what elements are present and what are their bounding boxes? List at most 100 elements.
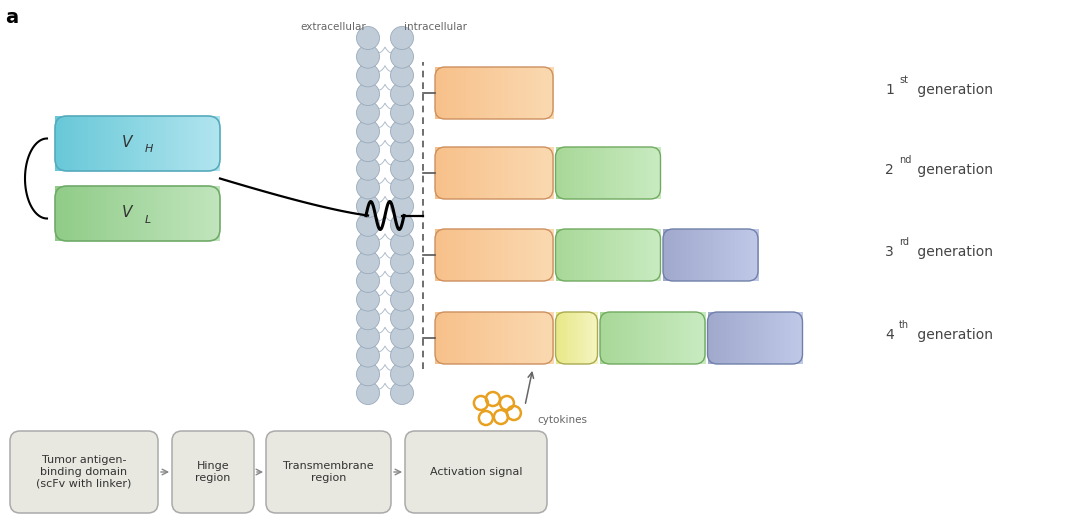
Text: nd: nd — [899, 155, 912, 165]
Bar — [743, 229, 745, 281]
Bar — [475, 312, 478, 364]
Bar — [676, 312, 678, 364]
Circle shape — [391, 139, 414, 162]
Bar — [193, 116, 198, 171]
Bar — [593, 229, 596, 281]
Bar — [589, 147, 592, 199]
Bar — [765, 312, 767, 364]
Bar — [491, 312, 495, 364]
Bar — [58, 116, 63, 171]
Circle shape — [391, 120, 414, 143]
Bar — [509, 67, 511, 119]
Bar — [98, 186, 102, 241]
Text: Tumor antigen-
binding domain
(scFv with linker): Tumor antigen- binding domain (scFv with… — [37, 456, 132, 488]
Bar — [740, 312, 742, 364]
Bar — [583, 229, 585, 281]
Bar — [541, 229, 544, 281]
Bar — [503, 229, 507, 281]
Bar — [567, 312, 568, 364]
Bar — [489, 147, 492, 199]
Bar — [646, 312, 649, 364]
Bar — [551, 312, 554, 364]
Bar — [456, 229, 459, 281]
Bar — [131, 116, 135, 171]
Bar — [555, 147, 558, 199]
Bar — [445, 67, 447, 119]
Bar — [519, 147, 523, 199]
Bar — [505, 67, 509, 119]
Bar — [55, 116, 58, 171]
Text: Activation signal: Activation signal — [430, 467, 523, 477]
Bar — [167, 116, 171, 171]
Bar — [619, 147, 621, 199]
Bar — [517, 67, 521, 119]
Bar — [557, 147, 561, 199]
Bar — [545, 67, 549, 119]
Bar — [499, 312, 501, 364]
Bar — [525, 229, 527, 281]
Bar — [551, 67, 554, 119]
Circle shape — [391, 45, 414, 68]
Bar — [440, 67, 443, 119]
Bar — [570, 312, 572, 364]
Bar — [449, 147, 453, 199]
Bar — [568, 147, 570, 199]
Bar — [604, 229, 606, 281]
Bar — [684, 229, 686, 281]
Bar — [62, 116, 66, 171]
Bar — [713, 229, 715, 281]
Bar — [211, 186, 214, 241]
Bar — [158, 116, 161, 171]
Bar — [440, 229, 443, 281]
Bar — [633, 229, 636, 281]
Bar — [505, 312, 509, 364]
Bar — [200, 186, 204, 241]
Bar — [529, 67, 532, 119]
Bar — [699, 229, 702, 281]
Bar — [509, 312, 511, 364]
Bar — [463, 229, 467, 281]
Bar — [654, 229, 657, 281]
Bar — [559, 147, 563, 199]
Text: generation: generation — [913, 83, 993, 97]
Bar — [437, 312, 441, 364]
Bar — [692, 312, 696, 364]
Text: rd: rd — [899, 237, 909, 247]
Bar — [499, 67, 501, 119]
Circle shape — [391, 83, 414, 106]
Bar — [572, 147, 575, 199]
Bar — [475, 67, 478, 119]
Bar — [511, 229, 513, 281]
Bar — [589, 229, 592, 281]
Bar — [725, 312, 727, 364]
Bar — [214, 116, 217, 171]
Bar — [451, 229, 455, 281]
Bar — [184, 116, 188, 171]
Bar — [111, 116, 114, 171]
Bar — [667, 312, 670, 364]
Bar — [118, 186, 121, 241]
Bar — [535, 147, 537, 199]
Bar — [648, 229, 650, 281]
Bar — [756, 229, 758, 281]
Circle shape — [391, 363, 414, 386]
Bar — [531, 147, 535, 199]
Bar — [686, 312, 689, 364]
Bar — [214, 186, 217, 241]
Bar — [449, 312, 453, 364]
Bar — [485, 147, 487, 199]
Circle shape — [356, 325, 379, 348]
Bar — [591, 147, 594, 199]
Bar — [131, 186, 135, 241]
Bar — [691, 229, 694, 281]
Bar — [171, 116, 174, 171]
Bar — [523, 147, 525, 199]
Bar — [586, 312, 588, 364]
Bar — [147, 116, 151, 171]
Bar — [545, 147, 549, 199]
Bar — [754, 229, 757, 281]
Bar — [579, 229, 581, 281]
Bar — [590, 312, 591, 364]
Bar — [480, 229, 483, 281]
Text: generation: generation — [913, 245, 993, 259]
